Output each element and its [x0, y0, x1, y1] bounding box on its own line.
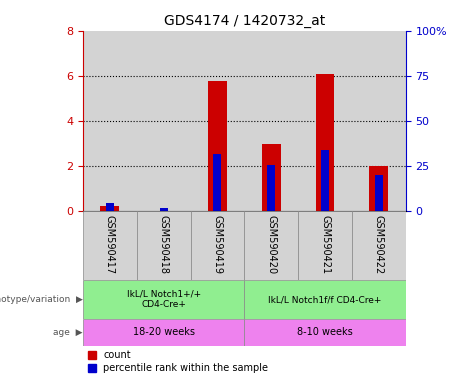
Bar [137, 31, 190, 211]
Title: GDS4174 / 1420732_at: GDS4174 / 1420732_at [164, 14, 325, 28]
Bar [83, 319, 244, 346]
Text: genotype/variation  ▶: genotype/variation ▶ [0, 295, 83, 304]
Text: age  ▶: age ▶ [53, 328, 83, 337]
Bar [160, 208, 168, 211]
Bar [83, 211, 137, 280]
Bar [244, 31, 298, 211]
Bar [244, 211, 298, 280]
Text: IkL/L Notch1+/+
CD4-Cre+: IkL/L Notch1+/+ CD4-Cre+ [127, 290, 201, 309]
Bar [352, 31, 406, 211]
Text: GSM590418: GSM590418 [159, 215, 169, 274]
Bar [298, 211, 352, 280]
Bar [83, 31, 137, 211]
Bar [137, 211, 190, 280]
Text: GSM590419: GSM590419 [213, 215, 223, 274]
Legend: count, percentile rank within the sample: count, percentile rank within the sample [88, 351, 268, 373]
Text: IkL/L Notch1f/f CD4-Cre+: IkL/L Notch1f/f CD4-Cre+ [268, 295, 382, 304]
Bar [190, 31, 244, 211]
Text: 8-10 weeks: 8-10 weeks [297, 327, 353, 337]
Text: GSM590420: GSM590420 [266, 215, 276, 274]
Bar [369, 166, 388, 211]
Bar [375, 175, 383, 211]
Text: GSM590422: GSM590422 [374, 215, 384, 274]
Bar [267, 165, 275, 211]
Bar [106, 203, 114, 211]
Bar [208, 81, 227, 211]
Bar [83, 280, 244, 319]
Text: GSM590417: GSM590417 [105, 215, 115, 274]
Bar [244, 280, 406, 319]
Text: GSM590421: GSM590421 [320, 215, 330, 274]
Bar [190, 211, 244, 280]
Bar [100, 205, 119, 211]
Text: 18-20 weeks: 18-20 weeks [133, 327, 195, 337]
Bar [244, 319, 406, 346]
Bar [262, 144, 281, 211]
Bar [213, 154, 221, 211]
Bar [316, 74, 334, 211]
Bar [298, 31, 352, 211]
Bar [321, 150, 329, 211]
Bar [352, 211, 406, 280]
